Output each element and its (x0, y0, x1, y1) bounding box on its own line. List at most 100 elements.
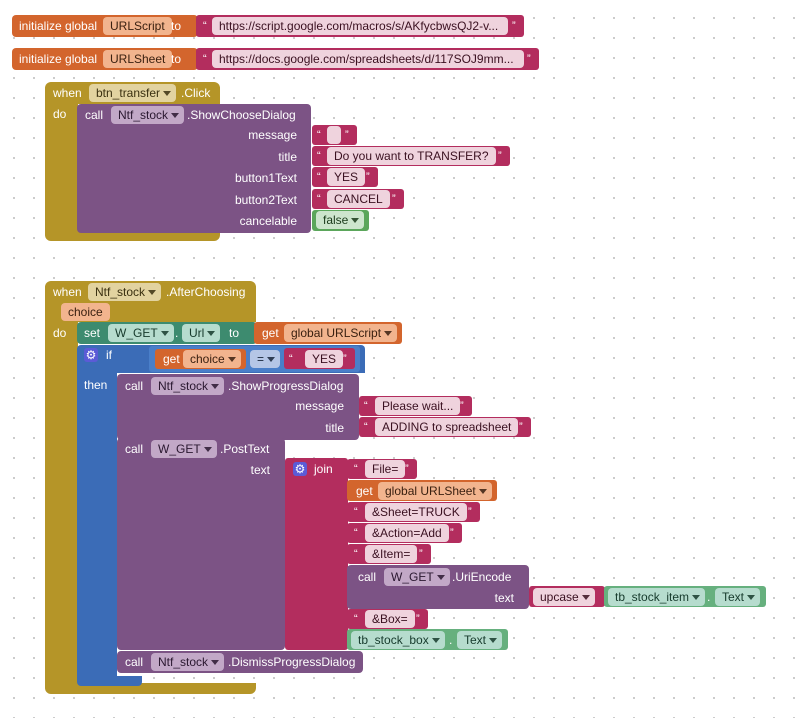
component-dropdown[interactable]: W_GET (384, 568, 450, 586)
call-posttext-block[interactable] (117, 438, 285, 650)
when-label: when (53, 86, 82, 100)
quote-right: ” (345, 129, 349, 141)
component-dropdown[interactable]: tb_stock_box (351, 631, 445, 649)
get-keyword: get (262, 326, 279, 340)
set-keyword: set (84, 326, 101, 340)
urlsheet-value[interactable]: https://docs.google.com/spreadsheets/d/1… (212, 50, 524, 68)
component-dropdown[interactable]: W_GET (108, 324, 174, 342)
cancelable-dropdown[interactable]: false (316, 211, 365, 229)
property-dropdown[interactable]: Url (182, 324, 221, 342)
button2-value[interactable]: CANCEL (327, 190, 390, 208)
join-string[interactable]: &Box= (365, 610, 415, 628)
dot-sep: . (707, 590, 711, 604)
global-to-label: to (171, 52, 182, 66)
quote-left: “ (317, 193, 321, 205)
button1-value[interactable]: YES (327, 168, 366, 186)
component-dropdown[interactable]: Ntf_stock (111, 106, 185, 124)
component-dropdown[interactable]: btn_transfer (89, 84, 177, 102)
quote-left: “ (364, 421, 368, 433)
operator-dropdown[interactable]: = (250, 350, 281, 368)
quote-left: “ (203, 53, 207, 65)
event-bottom (45, 230, 220, 241)
param-label: text (250, 463, 270, 477)
quote-left: “ (364, 400, 368, 412)
do-label: do (53, 326, 67, 340)
progress-message-value[interactable]: Please wait... (375, 397, 461, 415)
call-keyword: call (125, 442, 144, 456)
quote-left: “ (354, 613, 358, 625)
quote-right: ” (468, 506, 472, 518)
quote-right: ” (512, 20, 516, 32)
quote-left: “ (354, 506, 358, 518)
call-keyword: call (358, 570, 377, 584)
title-value[interactable]: Do you want to TRANSFER? (327, 147, 496, 165)
get-keyword: get (163, 352, 180, 366)
quote-left: “ (354, 548, 358, 560)
event-body-spine (45, 104, 78, 234)
event-name: .Click (181, 86, 211, 100)
quote-left: “ (289, 353, 293, 365)
join-block[interactable] (285, 458, 348, 650)
global-keyword: initialize global (19, 52, 98, 66)
variable-dropdown[interactable]: choice (183, 350, 241, 368)
global-name-field[interactable]: URLScript (103, 17, 172, 35)
if-bottom (77, 676, 142, 686)
compare-value[interactable]: YES (305, 350, 344, 368)
join-string[interactable]: File= (365, 460, 406, 478)
quote-left: “ (354, 527, 358, 539)
to-label: to (229, 326, 240, 340)
message-value[interactable] (327, 126, 341, 144)
param-label: text (494, 591, 514, 605)
do-label: do (53, 107, 67, 121)
quote-right: ” (460, 400, 464, 412)
quote-left: “ (354, 463, 358, 475)
param-label: button1Text (234, 171, 297, 185)
global-name-field[interactable]: URLSheet (103, 50, 173, 68)
progress-title-value[interactable]: ADDING to spreadsheet (375, 418, 519, 436)
property-dropdown[interactable]: Text (457, 631, 503, 649)
get-keyword: get (356, 484, 373, 498)
dot-sep: . (449, 633, 453, 647)
method-name: .PostText (220, 442, 270, 456)
param-label: title (325, 421, 344, 435)
urlscript-value[interactable]: https://script.google.com/macros/s/AKfyc… (212, 17, 508, 35)
method-name: .UriEncode (452, 570, 512, 584)
join-string[interactable]: &Item= (365, 545, 418, 563)
quote-right: ” (405, 463, 409, 475)
component-dropdown[interactable]: Ntf_stock (151, 377, 225, 395)
global-keyword: initialize global (19, 19, 98, 33)
call-keyword: call (125, 379, 144, 393)
method-name: .ShowProgressDialog (228, 379, 344, 393)
if-spine (77, 373, 117, 679)
quote-right: ” (450, 527, 454, 539)
variable-dropdown[interactable]: global URLSheet (378, 482, 492, 500)
event-bottom (45, 683, 256, 694)
component-dropdown[interactable]: Ntf_stock (151, 653, 225, 671)
if-keyword: if (106, 348, 112, 362)
quote-right: ” (419, 548, 423, 560)
component-dropdown[interactable]: tb_stock_item (608, 588, 706, 606)
call-showchoosedialog-block[interactable] (77, 104, 311, 233)
param-label: button2Text (234, 193, 297, 207)
quote-left: “ (317, 129, 321, 141)
call-keyword: call (125, 655, 144, 669)
param-choice[interactable]: choice (61, 303, 110, 321)
param-label: message (248, 128, 297, 142)
property-dropdown[interactable]: Text (715, 588, 761, 606)
event-body-spine (45, 322, 78, 686)
variable-dropdown[interactable]: global URLScript (284, 324, 398, 342)
quote-right: ” (498, 150, 502, 162)
global-to-label: to (171, 19, 182, 33)
param-label: message (295, 399, 344, 413)
quote-right: ” (392, 193, 396, 205)
join-keyword: join (314, 462, 333, 476)
dot-sep: . (175, 326, 179, 340)
gear-icon[interactable]: ⚙ (84, 348, 98, 362)
method-name: .DismissProgressDialog (228, 655, 356, 669)
join-string[interactable]: &Action=Add (365, 524, 449, 542)
upcase-dropdown[interactable]: upcase (533, 588, 595, 606)
component-dropdown[interactable]: W_GET (151, 440, 217, 458)
join-string[interactable]: &Sheet=TRUCK (365, 503, 467, 521)
component-dropdown[interactable]: Ntf_stock (88, 283, 162, 301)
gear-icon[interactable]: ⚙ (293, 462, 307, 476)
